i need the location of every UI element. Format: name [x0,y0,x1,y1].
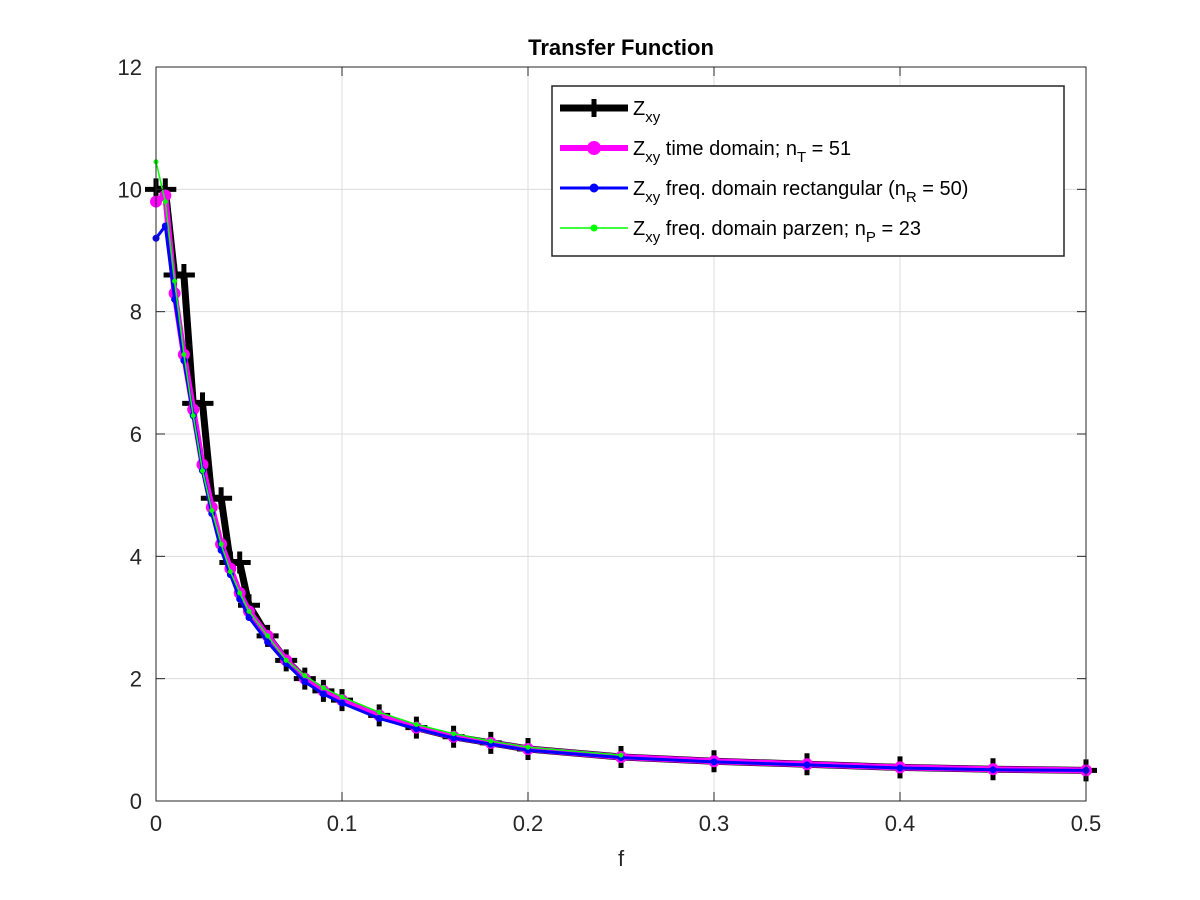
legend-label: Zxy freq. domain rectangular (nR = 50) [633,178,968,206]
legend-label-part: time domain; n [660,138,797,160]
legend-label-part: Z [633,98,645,120]
data-point [525,744,531,750]
data-point [210,487,233,510]
data-point [320,685,326,691]
legend-label-part: P [866,229,876,246]
data-point [710,758,718,766]
x-tick-label: 0 [150,811,162,836]
y-tick-label: 4 [130,544,142,569]
y-tick-label: 12 [118,55,142,80]
data-point [237,590,243,596]
legend-label-part: = 51 [806,138,851,160]
legend-label-part: = 50) [917,178,969,200]
x-tick-label: 0.2 [513,811,544,836]
data-point [181,351,187,357]
legend-label-part: T [797,149,806,166]
series-layer [145,159,1097,782]
data-point [172,263,195,286]
data-point [264,638,272,646]
legend-entry-3: Zxy freq. domain rectangular (nR = 50) [560,178,968,206]
legend-label: Zxy freq. domain parzen; nP = 23 [633,218,921,246]
data-point [803,761,811,769]
data-point [200,468,205,474]
ticks: 0 0.1 0.2 0.3 0.4 0.5 0 2 4 6 8 10 12 [118,55,1102,836]
legend-label-part: R [906,189,917,206]
legend-label: Zxy [633,98,661,126]
legend-label-part: xy [645,229,661,246]
data-point [989,766,997,774]
data-point [190,413,196,419]
data-point [209,507,215,513]
legend-label-part: xy [645,189,661,206]
data-point [302,673,308,679]
data-point [246,608,252,614]
data-point [413,722,419,728]
data-point [227,569,233,575]
data-point [338,699,346,707]
data-point [245,614,253,621]
legend-label-part: Z [633,218,645,240]
legend-entry-2: Zxy time domain; nT = 51 [560,138,851,166]
y-tick-label: 6 [130,422,142,447]
series-line [155,161,622,756]
legend-entry-4: Zxy freq. domain parzen; nP = 23 [560,218,921,246]
legend-label-part: xy [645,149,661,166]
data-point [301,678,309,686]
y-tick-label: 8 [130,300,142,325]
data-point [265,633,271,639]
legend-label-part: xy [645,109,661,126]
data-point [172,278,178,284]
data-point [618,752,624,758]
data-point [339,694,345,700]
data-point [218,541,224,547]
legend-label-part: freq. domain rectangular (n [660,178,906,200]
data-point [162,199,168,205]
legend-swatch-marker [585,99,603,117]
chart-title: Transfer Function [528,35,714,60]
y-tick-label: 10 [118,177,142,202]
y-tick-label: 2 [130,667,142,692]
legend-label: Zxy time domain; nT = 51 [633,138,851,166]
legend-label-part: Z [633,178,645,200]
x-tick-label: 0.3 [699,811,730,836]
legend-label-part: freq. domain parzen; n [660,218,866,240]
series-4 [153,159,624,758]
legend-label-part: Z [633,138,645,160]
data-point [283,657,289,663]
legend-swatch-marker [590,224,598,232]
data-point [319,690,327,698]
data-point [896,764,904,772]
legend-box [551,85,1065,257]
data-point [488,738,494,744]
data-point [228,551,251,574]
data-point [376,709,382,715]
x-tick-label: 0.4 [885,811,916,836]
x-tick-label: 0.1 [327,811,358,836]
legend-swatch-marker [589,183,599,193]
x-tick-label: 0.5 [1071,811,1102,836]
legend-swatch-marker [587,141,601,155]
data-point [451,731,457,737]
legend-entry-1: Zxy [560,98,661,126]
data-point [375,714,383,722]
legend-label-part: = 23 [876,218,921,240]
x-axis-label: f [618,846,625,871]
y-tick-label: 0 [130,789,142,814]
